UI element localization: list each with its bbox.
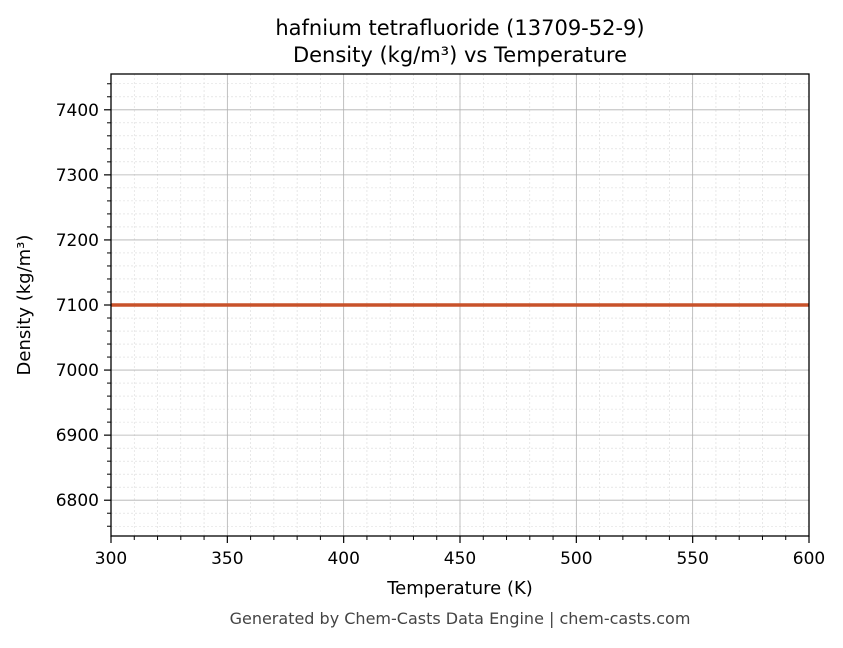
y-tick-label: 7100 (56, 296, 99, 316)
x-axis-ticks (110, 536, 810, 543)
x-tick-label: 450 (444, 549, 476, 569)
y-axis-tick-labels: 6800 6900 7000 7100 7200 7300 7400 (56, 101, 99, 511)
x-tick-label: 550 (676, 549, 708, 569)
x-tick-label: 300 (95, 549, 127, 569)
chart-title-line2: Density (kg/m³) vs Temperature (293, 43, 627, 67)
x-tick-label: 400 (327, 549, 359, 569)
x-tick-label: 350 (211, 549, 243, 569)
x-tick-label: 500 (560, 549, 592, 569)
y-tick-label: 7000 (56, 361, 99, 381)
y-axis-label: Density (kg/m³) (14, 235, 35, 376)
y-tick-label: 7200 (56, 231, 99, 251)
y-axis-ticks (104, 83, 111, 527)
y-tick-label: 6800 (56, 491, 99, 511)
x-axis-tick-labels: 300 350 400 450 500 550 600 (95, 549, 825, 569)
x-tick-label: 600 (793, 549, 825, 569)
y-tick-label: 7400 (56, 101, 99, 121)
x-axis-label: Temperature (K) (386, 578, 533, 599)
y-tick-label: 6900 (56, 426, 99, 446)
footer-credit: Generated by Chem-Casts Data Engine | ch… (230, 609, 691, 628)
chart-title-line1: hafnium tetrafluoride (13709-52-9) (275, 16, 644, 40)
y-tick-label: 7300 (56, 166, 99, 186)
